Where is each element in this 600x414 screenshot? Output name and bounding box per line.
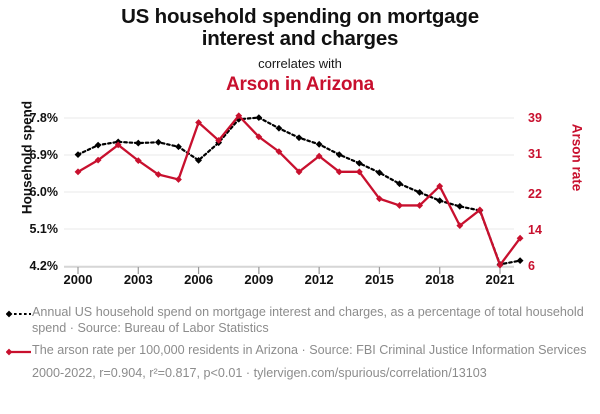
- legend-marker-dotted-black-icon: [5, 307, 32, 321]
- y-axis-right-tick-label: 22: [528, 187, 542, 202]
- y-axis-left-tick-label: 4.2%: [29, 259, 59, 273]
- y-axis-right-tick-label: 39: [528, 111, 542, 125]
- legend-marker-solid-red-icon: [5, 345, 32, 359]
- x-axis-tick-label: 2018: [425, 272, 455, 287]
- legend-label-household-spend: Annual US household spend on mortgage in…: [32, 305, 584, 335]
- y-axis-right-tick-label: 6: [528, 259, 535, 273]
- series-line-0: [74, 114, 524, 268]
- chart-title-line-1: US household spending on mortgage: [121, 5, 479, 28]
- correlates-with-label: correlates with: [258, 56, 342, 71]
- y-axis-right-title: Arson rate: [569, 123, 585, 192]
- x-axis-tick-label: 2009: [244, 272, 274, 287]
- x-axis-tick-label: 2003: [123, 272, 153, 287]
- legend-label-arson-rate: The arson rate per 100,000 residents in …: [32, 343, 587, 357]
- legend: Annual US household spend on mortgage in…: [5, 305, 596, 382]
- x-axis-tick-label: 2021: [485, 272, 515, 287]
- x-axis-tick-label: 2015: [364, 272, 394, 287]
- y-axis-left-tick-label: 5.1%: [29, 222, 59, 236]
- y-axis-left-tick-label: 7.8%: [29, 111, 59, 125]
- chart-subtitle: Arson in Arizona: [225, 74, 375, 95]
- x-axis-tick-label: 2006: [184, 272, 214, 287]
- y-axis-left-tick-label: 6.0%: [29, 185, 59, 199]
- chart-title-line-2: interest and charges: [201, 27, 399, 50]
- title-block: US household spending on mortgage intere…: [0, 6, 600, 96]
- y-axis-left-tick-label: 6.9%: [29, 148, 59, 162]
- x-axis-tick-label: 2012: [304, 272, 334, 287]
- y-axis-right-tick-label: 31: [528, 146, 542, 161]
- legend-item-household-spend: Annual US household spend on mortgage in…: [5, 305, 596, 336]
- y-axis-left-title: Household spend: [19, 100, 35, 215]
- footnote-stats: 2000-2022, r=0.904, r²=0.817, p<0.01 · t…: [32, 366, 487, 380]
- series-line-1: [74, 112, 524, 269]
- legend-item-arson-rate: The arson rate per 100,000 residents in …: [5, 343, 596, 359]
- x-axis-tick-label: 2000: [63, 272, 93, 287]
- y-axis-right-tick-label: 14: [528, 223, 542, 238]
